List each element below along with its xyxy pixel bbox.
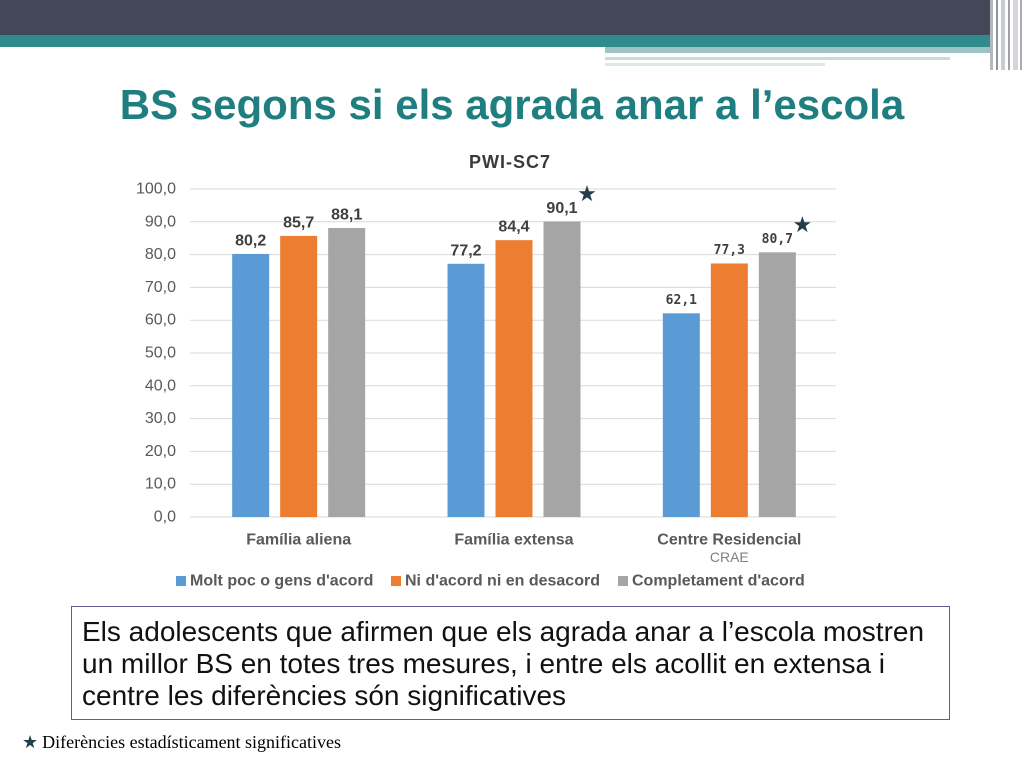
header-band xyxy=(0,0,1024,35)
category-annotation: CRAE xyxy=(710,549,749,565)
bar-completament-d-acord xyxy=(758,252,796,517)
header-deco-line xyxy=(605,47,1000,53)
y-tick-label: 20,0 xyxy=(145,443,176,460)
data-label: 62,1 xyxy=(666,293,697,308)
accent-stripe xyxy=(0,35,1024,47)
legend-label: Molt poc o gens d'acord xyxy=(190,573,373,590)
y-tick-label: 40,0 xyxy=(145,377,176,394)
summary-line: un millor BS en totes tres mesures, i en… xyxy=(82,648,886,679)
corner-stripe xyxy=(996,0,998,70)
y-tick-label: 10,0 xyxy=(145,476,176,493)
legend-swatch xyxy=(176,576,186,586)
data-label: 88,1 xyxy=(331,207,362,224)
bar-molt-poc-o-gens-d-acord xyxy=(447,263,485,517)
legend-swatch xyxy=(391,576,401,586)
legend-label: Ni d'acord ni en desacord xyxy=(405,573,600,590)
y-tick-label: 90,0 xyxy=(145,213,176,230)
y-tick-label: 70,0 xyxy=(145,279,176,296)
data-label: 80,7 xyxy=(762,232,793,247)
data-label: 90,1 xyxy=(546,200,577,217)
y-tick-label: 80,0 xyxy=(145,246,176,263)
y-tick-label: 0,0 xyxy=(154,509,176,526)
y-tick-label: 60,0 xyxy=(145,312,176,329)
corner-stripes xyxy=(990,0,1024,70)
corner-stripe xyxy=(1020,0,1022,70)
corner-stripe xyxy=(1001,0,1005,70)
bar-completament-d-acord xyxy=(328,228,366,518)
summary-line: Els adolescents que afirmen que els agra… xyxy=(82,616,925,647)
corner-stripe xyxy=(1008,0,1010,70)
significance-star-icon: ★ xyxy=(577,182,597,207)
data-label: 85,7 xyxy=(283,214,314,231)
y-tick-label: 30,0 xyxy=(145,410,176,427)
y-tick-label: 100,0 xyxy=(136,181,176,198)
header-deco-line xyxy=(605,63,825,66)
x-category-label: Família aliena xyxy=(246,532,351,549)
significance-star-icon: ★ xyxy=(792,213,812,238)
data-label: 84,4 xyxy=(498,219,529,236)
bar-ni-d-acord-ni-en-desacord xyxy=(495,240,533,517)
slide-title: BS segons si els agrada anar a l’escola xyxy=(119,81,905,128)
corner-stripe xyxy=(990,0,993,70)
bar-chart: PWI-SC7 0,0 10,0 20,0 30,0 40,0 50,0 60,0 70,0 80… xyxy=(136,152,836,590)
data-label: 77,3 xyxy=(714,243,745,258)
legend-swatch xyxy=(618,576,628,586)
data-label: 80,2 xyxy=(235,232,266,249)
chart-title: PWI-SC7 xyxy=(469,152,551,172)
star-icon: ★ xyxy=(22,731,39,753)
bar-molt-poc-o-gens-d-acord xyxy=(232,253,270,517)
legend-label: Completament d'acord xyxy=(632,573,805,590)
bar-ni-d-acord-ni-en-desacord xyxy=(280,235,318,518)
y-tick-label: 50,0 xyxy=(145,345,176,362)
bar-completament-d-acord xyxy=(543,221,581,518)
data-label: 77,2 xyxy=(450,242,481,259)
bar-molt-poc-o-gens-d-acord xyxy=(662,313,700,517)
x-category-label: Centre Residencial xyxy=(657,532,801,549)
footnote-text: Diferències estadísticament significativ… xyxy=(42,731,342,752)
bar-ni-d-acord-ni-en-desacord xyxy=(710,263,748,517)
header-deco-line xyxy=(605,57,950,60)
summary-textbox: Els adolescents que afirmen que els agra… xyxy=(71,606,950,720)
x-category-label: Família extensa xyxy=(454,532,573,549)
corner-stripe xyxy=(1013,0,1018,70)
footnote: ★ Diferències estadísticament significat… xyxy=(22,729,341,755)
summary-line: centre les diferències són significative… xyxy=(82,680,567,711)
